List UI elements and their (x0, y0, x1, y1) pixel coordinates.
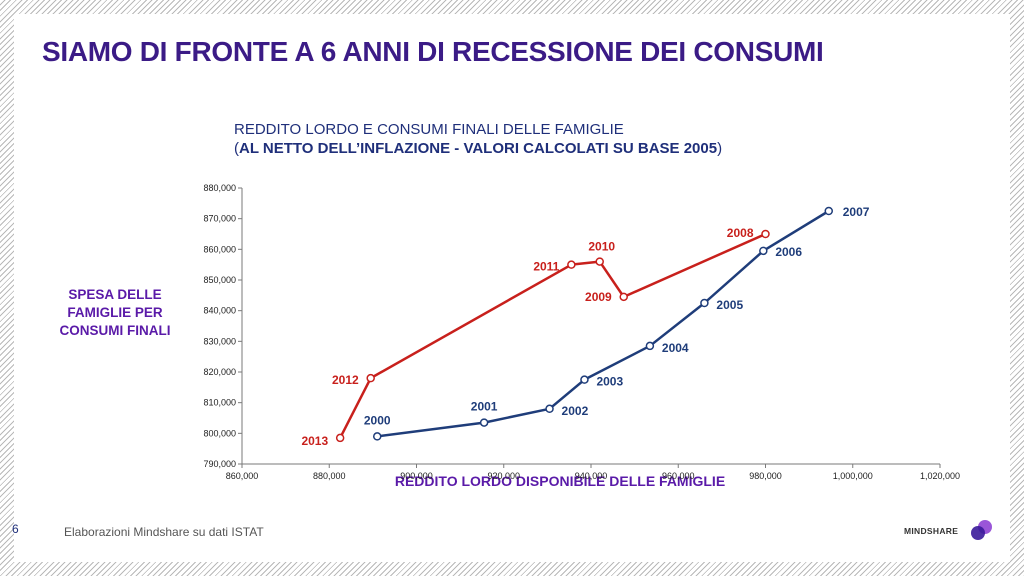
y-tick-label: 830,000 (203, 336, 236, 346)
series-line-red (339, 232, 767, 439)
data-point (759, 246, 768, 256)
data-label: 2004 (662, 341, 689, 355)
x-tick-label: 980,000 (749, 471, 782, 481)
data-point (595, 257, 604, 266)
data-label: 2007 (843, 205, 870, 219)
data-label: 2002 (562, 404, 589, 418)
data-point (580, 375, 589, 384)
chart-subtitle-line: (AL NETTO DELL’INFLAZIONE - VALORI CALCO… (234, 139, 722, 158)
data-label: 2009 (585, 290, 612, 304)
y-axis-label-line: SPESA DELLE (68, 287, 162, 302)
logo-text: MINDSHARE (904, 526, 959, 536)
y-tick-label: 880,000 (203, 183, 236, 193)
data-point (700, 298, 709, 308)
mindshare-logo: MINDSHARE (904, 518, 994, 546)
slide-canvas (14, 14, 1010, 562)
data-point (645, 341, 655, 351)
y-tick-label: 840,000 (203, 306, 236, 316)
x-tick-label: 900,000 (400, 471, 433, 481)
subtitle-close-paren: ) (717, 140, 723, 157)
x-tick-label: 920,000 (487, 471, 520, 481)
data-point (372, 432, 382, 441)
y-axis-label: SPESA DELLE FAMIGLIE PER CONSUMI FINALI (40, 286, 190, 340)
data-label: 2006 (775, 245, 802, 259)
chart-title: REDDITO LORDO E CONSUMI FINALI DELLE FAM… (234, 121, 624, 138)
subtitle-open-paren: ( (234, 140, 239, 157)
page-number: 6 (12, 522, 19, 536)
y-tick-label: 800,000 (203, 428, 236, 438)
data-label: 2008 (727, 226, 754, 240)
slide-title: SIAMO DI FRONTE A 6 ANNI DI RECESSIONE D… (42, 36, 824, 67)
x-tick-label: 860,000 (226, 471, 259, 481)
y-tick-label: 870,000 (203, 214, 236, 224)
data-point (366, 373, 375, 383)
x-axis-label: REDDITO LORDO DISPONIBILE DELLE FAMIGLIE (394, 473, 726, 489)
data-label: 2005 (716, 298, 743, 312)
logo-circles-icon (971, 520, 992, 540)
x-tick-label: 1,000,000 (833, 471, 873, 481)
x-tick-label: 880,000 (313, 471, 346, 481)
x-tick-label: 960,000 (662, 471, 695, 481)
y-tick-label: 860,000 (203, 244, 236, 254)
data-point (619, 292, 628, 302)
chart-subtitle: AL NETTO DELL’INFLAZIONE - VALORI CALCOL… (239, 140, 718, 157)
data-label: 2013 (301, 434, 328, 448)
data-point (335, 433, 345, 443)
data-point (567, 260, 576, 269)
series-line-blue (377, 209, 830, 438)
data-label: 2000 (364, 413, 391, 427)
data-label: 2003 (596, 375, 623, 389)
data-label: 2011 (533, 260, 559, 274)
data-point (479, 418, 489, 427)
data-label: 2010 (588, 240, 615, 254)
x-tick-label: 1,020,000 (920, 471, 960, 481)
source-note: Elaborazioni Mindshare su dati ISTAT (64, 525, 264, 539)
y-tick-label: 790,000 (203, 459, 236, 469)
y-axis-label-line: FAMIGLIE PER (67, 305, 163, 320)
y-tick-label: 850,000 (203, 275, 236, 285)
data-label: 2001 (471, 400, 498, 414)
data-point (824, 206, 834, 216)
y-tick-label: 810,000 (203, 398, 236, 408)
data-label: 2012 (332, 373, 359, 387)
data-point (545, 404, 554, 414)
y-axis-label-line: CONSUMI FINALI (59, 323, 171, 338)
chart-title-block: REDDITO LORDO E CONSUMI FINALI DELLE FAM… (234, 120, 722, 158)
y-tick-label: 820,000 (203, 367, 236, 377)
x-tick-label: 940,000 (575, 471, 608, 481)
data-point (761, 229, 770, 239)
